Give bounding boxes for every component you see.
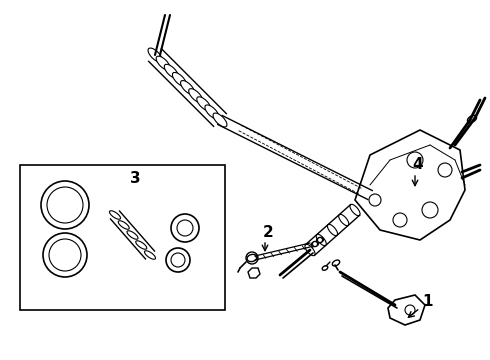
- Ellipse shape: [327, 224, 338, 236]
- Circle shape: [393, 213, 407, 227]
- Ellipse shape: [148, 48, 162, 62]
- Circle shape: [369, 194, 381, 206]
- Ellipse shape: [322, 266, 328, 270]
- Ellipse shape: [312, 242, 318, 247]
- Ellipse shape: [136, 241, 147, 249]
- Circle shape: [438, 163, 452, 177]
- Circle shape: [407, 152, 423, 168]
- Circle shape: [43, 233, 87, 277]
- Text: 2: 2: [263, 225, 273, 239]
- Circle shape: [171, 214, 199, 242]
- Circle shape: [49, 239, 81, 271]
- Ellipse shape: [317, 238, 323, 243]
- Ellipse shape: [247, 255, 257, 262]
- Text: 1: 1: [423, 294, 433, 310]
- Polygon shape: [355, 130, 465, 240]
- Circle shape: [246, 252, 258, 264]
- Circle shape: [177, 220, 193, 236]
- Ellipse shape: [213, 113, 227, 127]
- Ellipse shape: [205, 105, 219, 119]
- Text: 3: 3: [130, 171, 140, 185]
- Polygon shape: [248, 268, 260, 278]
- Ellipse shape: [118, 221, 129, 229]
- Bar: [20, 165, 225, 310]
- Circle shape: [422, 202, 438, 218]
- Circle shape: [313, 242, 318, 247]
- Ellipse shape: [316, 234, 326, 246]
- Ellipse shape: [164, 64, 178, 78]
- Ellipse shape: [189, 89, 202, 103]
- Ellipse shape: [109, 211, 121, 219]
- Circle shape: [166, 248, 190, 272]
- Polygon shape: [388, 295, 425, 325]
- Circle shape: [171, 253, 185, 267]
- Circle shape: [405, 305, 415, 315]
- Text: 4: 4: [413, 157, 423, 171]
- Ellipse shape: [350, 204, 360, 216]
- Circle shape: [41, 181, 89, 229]
- Ellipse shape: [145, 251, 155, 259]
- Ellipse shape: [127, 231, 138, 239]
- Ellipse shape: [467, 116, 477, 123]
- Ellipse shape: [332, 260, 340, 266]
- Ellipse shape: [180, 81, 195, 94]
- Ellipse shape: [156, 56, 170, 70]
- Ellipse shape: [339, 214, 349, 226]
- Ellipse shape: [197, 97, 211, 111]
- Ellipse shape: [172, 72, 186, 86]
- Circle shape: [318, 238, 322, 243]
- Circle shape: [47, 187, 83, 223]
- Ellipse shape: [305, 244, 315, 256]
